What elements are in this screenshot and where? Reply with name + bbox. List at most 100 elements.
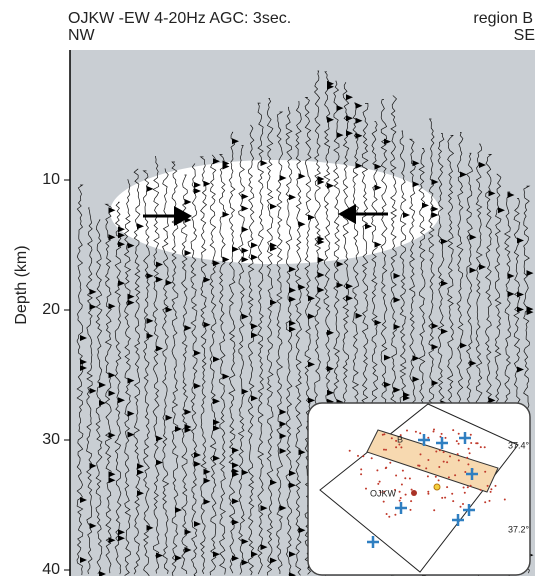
- quake-dot: [438, 466, 441, 468]
- quake-dot: [389, 461, 392, 464]
- trace: [133, 168, 141, 575]
- trace: [285, 106, 293, 576]
- quake-dot: [410, 488, 413, 491]
- y-tick-label: 30: [42, 431, 60, 448]
- trace-peaks: [403, 212, 410, 446]
- quake-dot: [385, 448, 387, 451]
- quake-dot: [454, 474, 457, 477]
- arrows: [143, 204, 388, 226]
- quake-dot: [483, 446, 486, 449]
- quake-dot: [455, 440, 458, 443]
- trace: [114, 201, 122, 575]
- left-label: NW: [68, 27, 96, 44]
- quake-dot: [467, 463, 470, 466]
- quake-dot: [408, 477, 411, 480]
- quake-dot: [395, 446, 398, 449]
- trace: [266, 98, 274, 576]
- trace: [247, 124, 255, 576]
- trace-peaks: [374, 163, 382, 491]
- quake-dot: [452, 500, 455, 503]
- trace-peaks: [317, 176, 325, 518]
- inset-label: 37.4°: [508, 440, 530, 450]
- trace: [181, 174, 188, 575]
- inset-map: B OJKW 37.4° 37.2°: [307, 402, 531, 576]
- quake-dot: [441, 496, 444, 499]
- quake-dot: [384, 467, 387, 470]
- trace-peaks: [213, 158, 220, 558]
- trace-peaks: [137, 223, 144, 497]
- quake-dot: [357, 454, 359, 457]
- quake-dot: [390, 437, 393, 440]
- quake-dot: [398, 443, 401, 446]
- quake-dot: [362, 455, 365, 458]
- trace: [95, 219, 103, 575]
- quake-dot: [433, 509, 436, 512]
- quake-main: [433, 483, 441, 491]
- quake-dot: [377, 482, 380, 485]
- arrow-head: [338, 204, 356, 224]
- trace: [152, 156, 160, 574]
- trace: [142, 170, 150, 577]
- quake-dot: [388, 515, 391, 518]
- trace-peaks: [108, 207, 116, 544]
- quake-dot: [479, 488, 482, 491]
- quake-dot: [404, 493, 407, 496]
- stations: [367, 432, 478, 548]
- map-box: [319, 403, 519, 573]
- quake-dot: [462, 503, 464, 505]
- trace: [219, 154, 226, 575]
- quake-dot: [438, 449, 441, 452]
- quake-dot: [459, 505, 462, 508]
- region-label: region B: [473, 10, 533, 27]
- quake-dot: [486, 484, 489, 487]
- quake-dot: [463, 491, 466, 494]
- quake-dot: [401, 469, 404, 472]
- trace: [86, 207, 93, 574]
- quake-dot: [425, 467, 428, 470]
- quake-dot: [419, 432, 422, 435]
- quake-dot: [348, 449, 351, 452]
- trace-peaks: [99, 382, 106, 577]
- quake-dot: [433, 428, 435, 431]
- y-axis-label: Depth (km): [13, 245, 30, 324]
- quake-dot: [427, 492, 430, 495]
- quake-dot: [394, 488, 396, 491]
- quake-dot: [395, 439, 398, 442]
- trace: [237, 145, 246, 575]
- quake-dot: [435, 450, 438, 453]
- quake-dot: [378, 480, 381, 483]
- trace: [209, 154, 217, 576]
- quake-dot: [476, 442, 479, 445]
- quake-dot: [494, 484, 497, 487]
- trace: [76, 184, 84, 576]
- quake-dot: [419, 453, 422, 456]
- quake-dot: [462, 486, 465, 489]
- y-tick-label: 10: [42, 171, 60, 188]
- quake-dot: [382, 500, 385, 503]
- quake-dot: [457, 442, 460, 445]
- quake-dot: [449, 455, 451, 458]
- quake-dot: [434, 475, 437, 478]
- quake-dot: [406, 429, 408, 432]
- trace: [190, 163, 198, 576]
- quake-dot: [469, 484, 472, 487]
- inset-label: B: [397, 434, 403, 444]
- quake-dot: [410, 500, 413, 503]
- quake-dot: [489, 490, 492, 493]
- quake-dot: [469, 433, 472, 436]
- quake-dot: [446, 486, 449, 489]
- quake-dot: [379, 491, 382, 494]
- quake-dot: [466, 456, 469, 459]
- quake-dot: [360, 473, 363, 476]
- trace-peaks: [203, 180, 211, 505]
- inset-frame: [307, 402, 531, 576]
- trace-peaks: [289, 194, 296, 579]
- quake-dot: [360, 468, 363, 471]
- quake-dot: [432, 430, 435, 433]
- y-tick-label: 20: [42, 301, 60, 318]
- quake-star: [411, 490, 417, 496]
- quake-dot: [370, 457, 373, 460]
- quake-dot: [451, 492, 454, 495]
- quake-dot: [417, 464, 420, 467]
